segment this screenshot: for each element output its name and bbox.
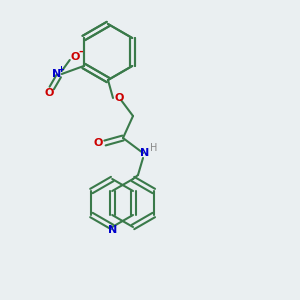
Text: N: N	[140, 148, 150, 158]
Text: N: N	[108, 225, 117, 235]
Text: -: -	[78, 47, 83, 57]
Text: H: H	[150, 143, 158, 153]
Text: O: O	[44, 88, 53, 98]
Text: +: +	[57, 64, 64, 74]
Text: O: O	[114, 93, 124, 103]
Text: O: O	[70, 52, 80, 62]
Text: N: N	[52, 69, 62, 79]
Text: O: O	[93, 138, 103, 148]
